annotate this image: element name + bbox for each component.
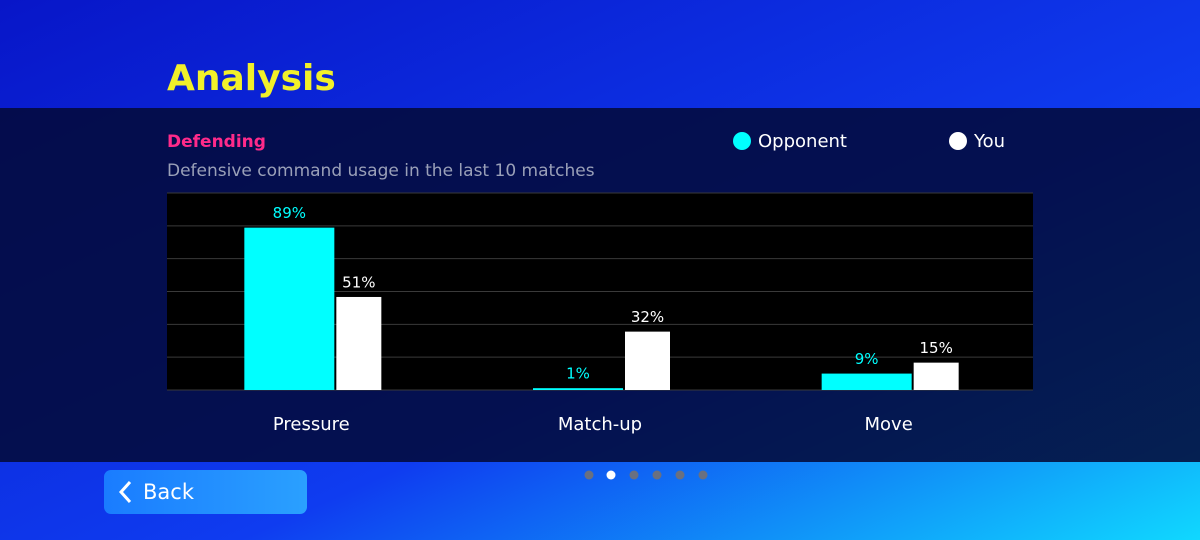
page-dot[interactable]	[606, 470, 616, 480]
page-dot[interactable]	[629, 470, 639, 480]
chart-subtitle: Defensive command usage in the last 10 m…	[167, 161, 595, 181]
value-label: 51%	[342, 273, 375, 291]
chart-title: Defending	[167, 132, 266, 152]
bar	[625, 331, 670, 390]
back-label[interactable]: Back	[143, 480, 195, 504]
legend-label: Opponent	[758, 131, 847, 152]
value-label: 1%	[566, 365, 590, 383]
bar	[336, 296, 382, 390]
page-title: Analysis	[167, 58, 336, 99]
x-tick-label: Move	[865, 414, 913, 435]
page-dot[interactable]	[652, 470, 662, 480]
pagination	[584, 470, 708, 480]
legend-swatch	[949, 132, 967, 150]
page-dot[interactable]	[675, 470, 685, 480]
bar	[913, 362, 959, 390]
back-button[interactable]: Back	[104, 470, 307, 514]
legend-label: You	[973, 131, 1005, 152]
back-icon[interactable]	[118, 480, 132, 504]
value-label: 32%	[631, 308, 664, 326]
bar	[821, 373, 912, 390]
x-tick-label: Pressure	[273, 414, 350, 435]
value-label: 9%	[855, 350, 879, 368]
x-tick-label: Match-up	[558, 414, 642, 435]
page-dot[interactable]	[584, 470, 594, 480]
back-button-bg[interactable]	[104, 470, 307, 514]
bar	[244, 227, 335, 390]
value-label: 89%	[273, 204, 306, 222]
value-label: 15%	[919, 339, 952, 357]
legend-swatch	[733, 132, 751, 150]
bar	[533, 388, 623, 390]
page-dot[interactable]	[698, 470, 708, 480]
